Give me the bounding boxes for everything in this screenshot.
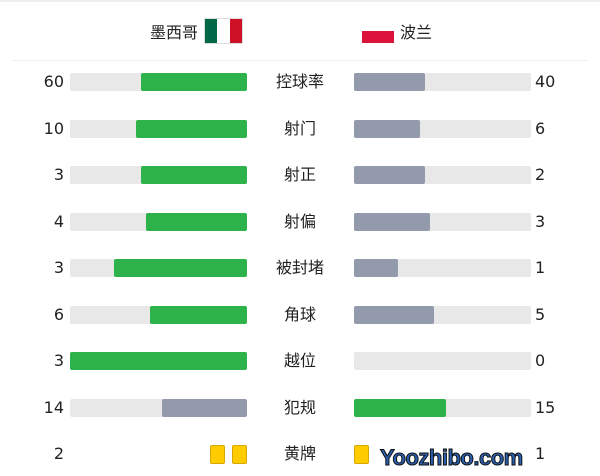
home-value: 6: [53, 304, 64, 324]
away-value: 15: [535, 397, 556, 417]
away-bar-track: [354, 352, 531, 370]
home-bar-fill: [136, 119, 247, 138]
home-bar-fill: [150, 305, 247, 324]
stat-label: 角球: [283, 304, 316, 324]
away-bar-track: [354, 259, 531, 277]
poland-flag-icon: [362, 31, 394, 43]
top-divider: [0, 0, 600, 2]
away-bar-track: [354, 212, 531, 231]
away-bar-track: [354, 166, 531, 184]
away-bar-fill: [354, 119, 421, 138]
away-value: 1: [535, 258, 546, 277]
home-value: 10: [43, 118, 64, 138]
away-bar-track: [354, 73, 531, 91]
stat-row: 60 控球率 40: [0, 72, 600, 92]
header-divider: [12, 60, 588, 61]
stat-label: 射正: [283, 165, 316, 184]
away-team-header: 波兰: [362, 18, 432, 44]
yellow-card-icon: [354, 445, 369, 464]
stat-label: 射偏: [283, 211, 316, 231]
stat-row-yellow-cards: 2 黄牌 1: [0, 444, 600, 464]
watermark: Yoozhibo.com: [380, 445, 524, 470]
home-bar-fill: [161, 398, 247, 417]
stat-row: 14 犯规 15: [0, 398, 600, 418]
home-bar-track: [70, 119, 247, 138]
yellow-card-icon: [210, 445, 225, 464]
away-bar-track: [354, 398, 531, 417]
home-value: 2: [53, 444, 64, 463]
home-bar-fill: [140, 73, 247, 91]
away-value: 5: [535, 304, 546, 324]
home-team-header: 墨西哥: [150, 18, 244, 44]
home-bar-track: [70, 259, 247, 277]
stat-row: 6 角球 5: [0, 305, 600, 325]
away-value: 2: [535, 165, 546, 184]
home-bar-track: [70, 305, 247, 324]
home-value: 14: [43, 397, 64, 417]
home-bar-fill: [114, 259, 247, 277]
away-bar-fill: [354, 305, 435, 324]
stat-row: 3 被封堵 1: [0, 258, 600, 278]
yellow-card-icon: [232, 445, 247, 464]
away-value: 1: [535, 444, 546, 463]
away-bar-fill: [354, 398, 446, 417]
away-value: 3: [535, 211, 546, 231]
away-bar-fill: [354, 166, 425, 184]
away-team-name: 波兰: [400, 23, 433, 42]
away-bar-fill: [354, 259, 399, 277]
mexico-flag-icon: [204, 18, 244, 44]
home-bar-fill: [70, 352, 247, 370]
away-bar-track: [354, 305, 531, 324]
home-bar-track: [70, 398, 247, 417]
home-value: 3: [53, 258, 64, 277]
home-bar-track: [70, 352, 247, 370]
stat-row: 3 射正 2: [0, 165, 600, 185]
away-value: 0: [535, 351, 546, 370]
away-bar-fill: [354, 73, 425, 91]
home-value: 60: [43, 72, 64, 91]
stat-label: 控球率: [275, 72, 324, 91]
away-bar-track: [354, 119, 531, 138]
away-value: 6: [535, 118, 546, 138]
away-bar-fill: [354, 212, 430, 231]
home-bar-track: [70, 73, 247, 91]
stat-label: 犯规: [283, 397, 316, 417]
stat-row: 4 射偏 3: [0, 212, 600, 232]
home-value: 3: [53, 351, 64, 370]
stat-label: 黄牌: [283, 444, 316, 463]
home-team-name: 墨西哥: [150, 23, 199, 42]
home-value: 3: [53, 165, 64, 184]
stat-row: 3 越位 0: [0, 351, 600, 371]
home-bar-fill: [140, 166, 247, 184]
away-value: 40: [535, 72, 556, 91]
stat-label: 被封堵: [275, 258, 324, 277]
home-value: 4: [53, 211, 64, 231]
stat-label: 越位: [283, 351, 316, 370]
home-bar-track: [70, 166, 247, 184]
home-bar-fill: [145, 212, 247, 231]
home-bar-track: [70, 212, 247, 231]
stat-row: 10 射门 6: [0, 119, 600, 139]
stat-label: 射门: [283, 118, 316, 138]
